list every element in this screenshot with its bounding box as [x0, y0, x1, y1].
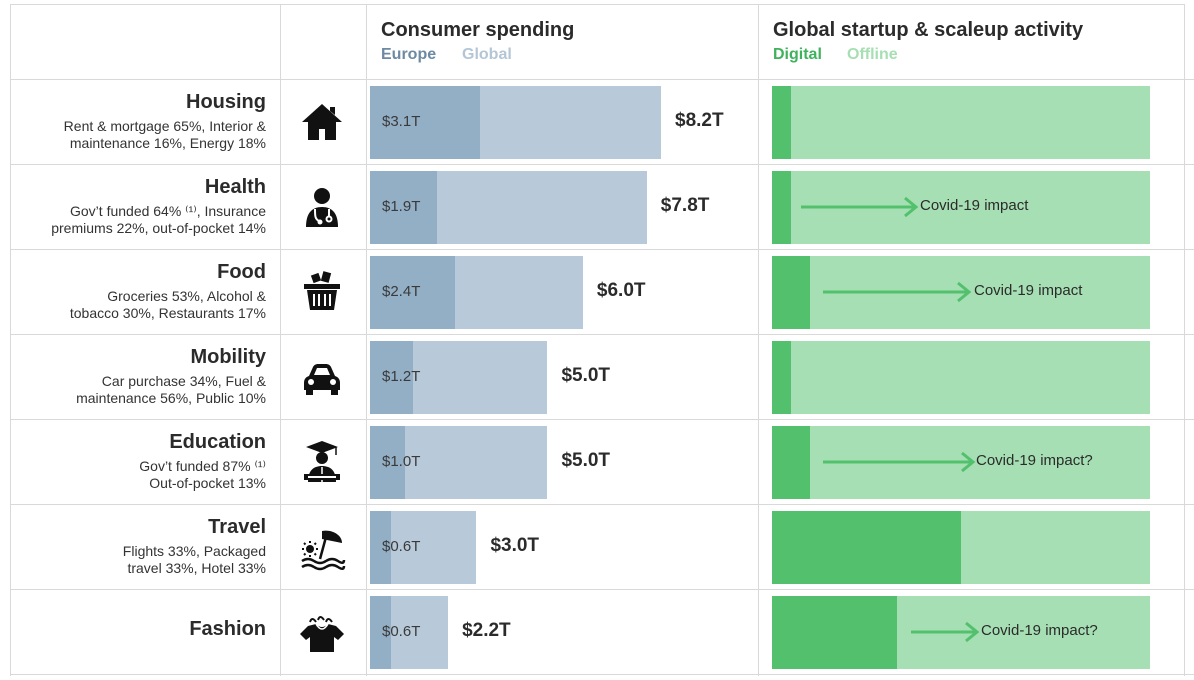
covid-impact-label: Covid-19 impact?: [976, 451, 1093, 469]
category-title: Education: [169, 431, 266, 453]
category-breakdown-line: Rent & mortgage 65%, Interior &: [63, 118, 266, 134]
digital-share-bar: [772, 596, 897, 669]
category-breakdown: Flights 33%, Packaged travel 33%, Hotel 3…: [6, 543, 266, 577]
digital-share-bar: [772, 171, 791, 244]
shirt-icon: [298, 608, 346, 656]
europe-spending-bar: [370, 511, 392, 584]
doctor-icon: [298, 183, 346, 231]
spending-title: Consumer spending: [381, 19, 575, 41]
covid-impact-label: Covid-19 impact?: [981, 621, 1098, 639]
category-breakdown-line: Groceries 53%, Alcohol &: [107, 288, 266, 304]
category-breakdown: Car purchase 34%, Fuel & maintenance 56%,…: [6, 373, 266, 407]
category-title: Fashion: [189, 617, 266, 640]
category-breakdown-line: Gov’t funded 87% ⁽¹⁾: [139, 458, 266, 474]
europe-spending-bar: [370, 86, 480, 159]
europe-spending-bar: [370, 596, 392, 669]
category-breakdown-line: maintenance 16%, Energy 18%: [69, 135, 266, 151]
europe-value-label: $1.2T: [382, 367, 421, 385]
legend-global: Global: [462, 46, 512, 63]
offline-share-bar: [772, 86, 1150, 159]
digital-share-bar: [772, 511, 961, 584]
europe-value-label: $1.9T: [382, 197, 421, 215]
category-title: Mobility: [190, 346, 266, 368]
category-breakdown-line: maintenance 56%, Public 10%: [76, 390, 266, 406]
europe-spending-bar: [370, 426, 406, 499]
digital-share-bar: [772, 256, 810, 329]
startup-title: Global startup & scaleup activity: [773, 19, 1084, 41]
beach-icon: [298, 523, 346, 571]
europe-spending-bar: [370, 341, 413, 414]
covid-arrow: [911, 621, 980, 642]
category-title: Food: [217, 261, 266, 283]
global-value-label: $8.2T: [675, 109, 724, 131]
digital-share-bar: [772, 426, 810, 499]
offline-share-bar: [772, 341, 1150, 414]
category-title: Health: [204, 176, 266, 198]
europe-value-label: $0.6T: [382, 537, 421, 555]
covid-arrow: [823, 281, 972, 302]
europe-value-label: $3.1T: [382, 112, 421, 130]
global-value-label: $7.8T: [660, 194, 710, 216]
category-title: Housing: [186, 91, 266, 113]
category-breakdown-line: tobacco 30%, Restaurants 17%: [69, 305, 266, 321]
global-value-label: $2.2T: [462, 619, 511, 641]
europe-value-label: $1.0T: [382, 452, 421, 470]
global-value-label: $3.0T: [490, 534, 540, 556]
europe-value-label: $2.4T: [382, 282, 421, 300]
global-value-label: $6.0T: [596, 279, 646, 301]
global-value-label: $5.0T: [561, 364, 611, 386]
covid-impact-label: Covid-19 impact: [974, 281, 1083, 299]
category-breakdown: Gov’t funded 64% ⁽¹⁾, Insurance premiums …: [6, 203, 266, 237]
europe-spending-bar: [370, 171, 438, 244]
covid-impact-label: Covid-19 impact: [920, 196, 1029, 214]
covid-arrow: [823, 451, 976, 472]
category-breakdown-line: travel 33%, Hotel 33%: [127, 560, 266, 576]
covid-arrow: [801, 196, 919, 217]
category-title: Travel: [208, 516, 266, 538]
category-breakdown-line: Gov’t funded 64% ⁽¹⁾, Insurance: [70, 203, 266, 219]
house-icon: [298, 98, 346, 146]
europe-value-label: $0.6T: [382, 622, 421, 640]
basket-icon: [298, 268, 346, 316]
graduate-icon: [298, 438, 346, 486]
global-value-label: $5.0T: [561, 449, 611, 471]
category-breakdown-line: premiums 22%, out-of-pocket 14%: [51, 220, 266, 236]
legend-offline: Offline: [847, 46, 898, 63]
legend-europe: Europe: [381, 46, 437, 63]
car-icon: [298, 353, 346, 401]
legend-digital: Digital: [773, 46, 822, 63]
digital-share-bar: [772, 86, 791, 159]
category-breakdown-line: Out-of-pocket 13%: [149, 475, 266, 491]
category-breakdown-line: Flights 33%, Packaged: [122, 543, 266, 559]
category-breakdown-line: Car purchase 34%, Fuel &: [101, 373, 266, 389]
category-breakdown: Groceries 53%, Alcohol & tobacco 30%, Res…: [6, 288, 266, 322]
europe-spending-bar: [370, 256, 456, 329]
category-breakdown: Gov’t funded 87% ⁽¹⁾ Out-of-pocket 13%: [6, 458, 266, 492]
category-breakdown: Rent & mortgage 65%, Interior & maintenan…: [6, 118, 266, 152]
digital-share-bar: [772, 341, 791, 414]
